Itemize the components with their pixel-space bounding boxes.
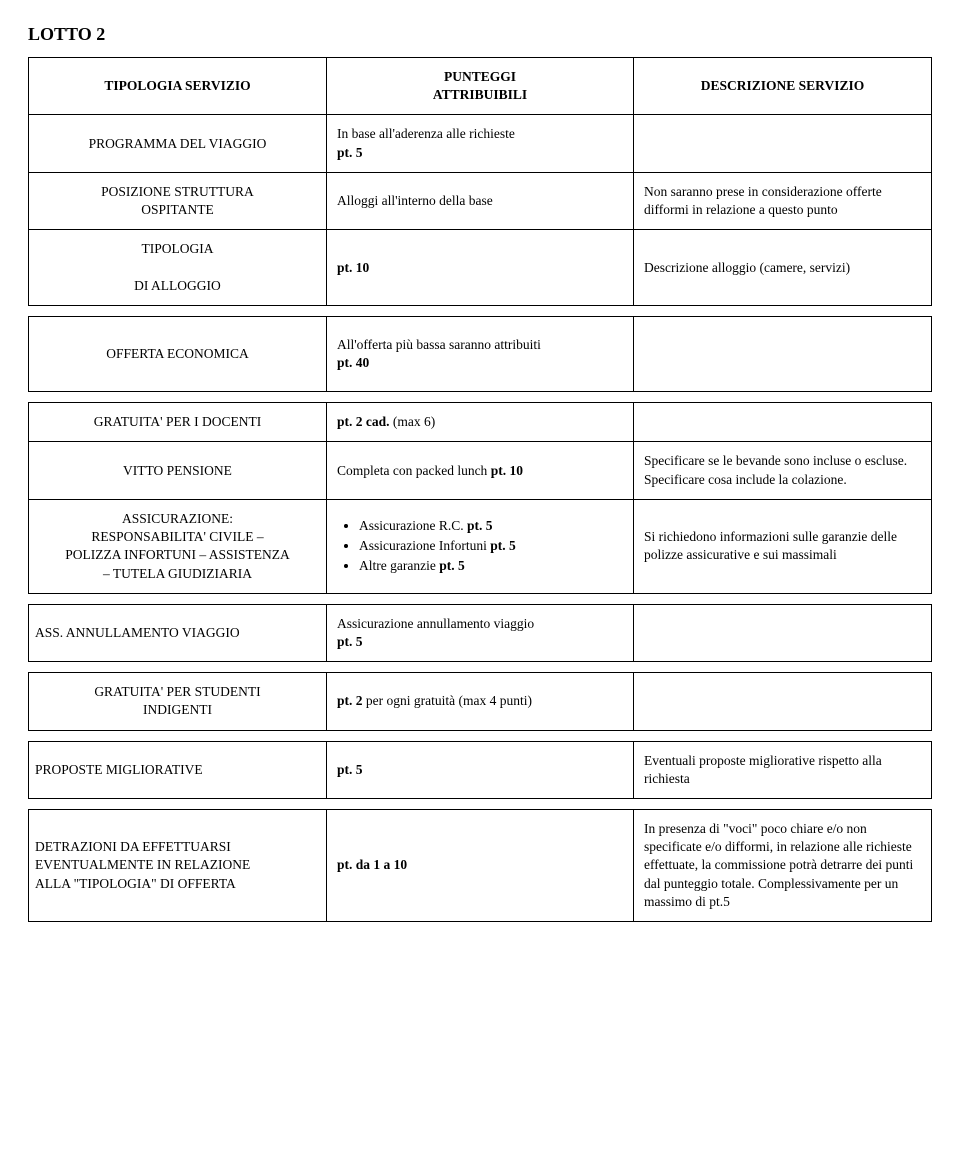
row-proposte-pts: pt. 5 [337, 762, 363, 777]
row-tipologia-l2: DI ALLOGGIO [134, 278, 221, 293]
row-vitto-label: VITTO PENSIONE [29, 442, 327, 499]
hdr-descrizione: DESCRIZIONE SERVIZIO [634, 58, 932, 115]
row-detrazioni-pts: pt. da 1 a 10 [337, 857, 407, 872]
row-posizione-l1: POSIZIONE STRUTTURA [101, 184, 254, 199]
row-annull-pts: pt. 5 [337, 634, 363, 649]
hdr-punteggi: PUNTEGGI ATTRIBUIBILI [326, 58, 633, 115]
row-programma-label: PROGRAMMA DEL VIAGGIO [29, 115, 327, 172]
row-gratstud-l1: GRATUITA' PER STUDENTI [94, 684, 260, 699]
hdr-tipologia: TIPOLOGIA SERVIZIO [29, 58, 327, 115]
row-tipologia-label: TIPOLOGIA DI ALLOGGIO [29, 230, 327, 306]
row-detrazioni-l2: EVENTUALMENTE IN RELAZIONE [35, 857, 250, 872]
row-assic-b1-text: Assicurazione R.C. [359, 518, 467, 533]
table-header-row: TIPOLOGIA SERVIZIO PUNTEGGI ATTRIBUIBILI… [29, 58, 932, 115]
row-vitto-desc: Specificare se le bevande sono incluse o… [634, 442, 932, 499]
row-assic-desc: Si richiedono informazioni sulle garanzi… [634, 499, 932, 593]
row-proposte-punteggi: pt. 5 [326, 741, 633, 798]
hdr-punteggi-l1: PUNTEGGI [444, 69, 516, 84]
row-proposte-desc: Eventuali proposte migliorative rispetto… [634, 741, 932, 798]
row-posizione-label: POSIZIONE STRUTTURA OSPITANTE [29, 172, 327, 229]
row-assic-bullet3: Altre garanzie pt. 5 [359, 557, 623, 575]
table-gratstud: GRATUITA' PER STUDENTI INDIGENTI pt. 2 p… [28, 672, 932, 730]
row-gratstud-suffix: per ogni gratuità (max 4 punti) [363, 693, 532, 708]
row-tipologia-pts: pt. 10 [337, 260, 369, 275]
row-programma-punteggi: In base all'aderenza alle richieste pt. … [326, 115, 633, 172]
row-offerta-text: All'offerta più bassa saranno attribuiti [337, 337, 541, 352]
row-assic-label: ASSICURAZIONE: RESPONSABILITA' CIVILE – … [29, 499, 327, 593]
row-vitto-punteggi: Completa con packed lunch pt. 10 [326, 442, 633, 499]
table-row: ASSICURAZIONE: RESPONSABILITA' CIVILE – … [29, 499, 932, 593]
row-assic-l1: ASSICURAZIONE: [122, 511, 233, 526]
row-programma-desc [634, 115, 932, 172]
row-gratdoc-label: GRATUITA' PER I DOCENTI [29, 403, 327, 442]
row-tipologia-l1: TIPOLOGIA [141, 241, 213, 256]
row-offerta-punteggi: All'offerta più bassa saranno attribuiti… [326, 316, 633, 391]
table-row: PROGRAMMA DEL VIAGGIO In base all'aderen… [29, 115, 932, 172]
table-row: PROPOSTE MIGLIORATIVE pt. 5 Eventuali pr… [29, 741, 932, 798]
row-posizione-desc: Non saranno prese in considerazione offe… [634, 172, 932, 229]
table-block3: GRATUITA' PER I DOCENTI pt. 2 cad. (max … [28, 402, 932, 594]
table-detrazioni: DETRAZIONI DA EFFETTUARSI EVENTUALMENTE … [28, 809, 932, 922]
row-gratdoc-punteggi: pt. 2 cad. (max 6) [326, 403, 633, 442]
row-gratdoc-suffix: (max 6) [390, 414, 436, 429]
row-offerta-label: OFFERTA ECONOMICA [29, 316, 327, 391]
row-programma-text: In base all'aderenza alle richieste [337, 126, 515, 141]
row-proposte-label: PROPOSTE MIGLIORATIVE [29, 741, 327, 798]
table-row: OFFERTA ECONOMICA All'offerta più bassa … [29, 316, 932, 391]
row-gratstud-desc [634, 673, 932, 730]
row-assic-l4: – TUTELA GIUDIZIARIA [103, 566, 252, 581]
row-assic-b1-pts: pt. 5 [467, 518, 493, 533]
row-assic-punteggi: Assicurazione R.C. pt. 5 Assicurazione I… [326, 499, 633, 593]
row-detrazioni-desc: In presenza di "voci" poco chiare e/o no… [634, 810, 932, 922]
table-row: ASS. ANNULLAMENTO VIAGGIO Assicurazione … [29, 604, 932, 661]
table-row: VITTO PENSIONE Completa con packed lunch… [29, 442, 932, 499]
row-assic-b2-pts: pt. 5 [490, 538, 516, 553]
row-vitto-pts: pt. 10 [491, 463, 523, 478]
table-row: POSIZIONE STRUTTURA OSPITANTE Alloggi al… [29, 172, 932, 229]
row-gratstud-pts: pt. 2 [337, 693, 363, 708]
row-tipologia-punteggi: pt. 10 [326, 230, 633, 306]
lotto-title: LOTTO 2 [28, 24, 932, 45]
row-tipologia-desc: Descrizione alloggio (camere, servizi) [634, 230, 932, 306]
row-assic-bullet2: Assicurazione Infortuni pt. 5 [359, 537, 623, 555]
row-annull-text: Assicurazione annullamento viaggio [337, 616, 534, 631]
table-row: TIPOLOGIA DI ALLOGGIO pt. 10 Descrizione… [29, 230, 932, 306]
row-annull-label: ASS. ANNULLAMENTO VIAGGIO [29, 604, 327, 661]
row-assic-b2-text: Assicurazione Infortuni [359, 538, 490, 553]
row-detrazioni-punteggi: pt. da 1 a 10 [326, 810, 633, 922]
row-posizione-l2: OSPITANTE [141, 202, 213, 217]
row-detrazioni-l1: DETRAZIONI DA EFFETTUARSI [35, 839, 231, 854]
row-detrazioni-label: DETRAZIONI DA EFFETTUARSI EVENTUALMENTE … [29, 810, 327, 922]
row-annull-desc [634, 604, 932, 661]
row-programma-pts: pt. 5 [337, 145, 363, 160]
row-posizione-punteggi: Alloggi all'interno della base [326, 172, 633, 229]
row-offerta-pts: pt. 40 [337, 355, 369, 370]
row-gratstud-label: GRATUITA' PER STUDENTI INDIGENTI [29, 673, 327, 730]
row-vitto-prefix: Completa con packed lunch [337, 463, 491, 478]
row-assic-bullet1: Assicurazione R.C. pt. 5 [359, 517, 623, 535]
table-row: GRATUITA' PER STUDENTI INDIGENTI pt. 2 p… [29, 673, 932, 730]
row-gratstud-punteggi: pt. 2 per ogni gratuità (max 4 punti) [326, 673, 633, 730]
row-assic-b3-pts: pt. 5 [439, 558, 465, 573]
table-offerta: OFFERTA ECONOMICA All'offerta più bassa … [28, 316, 932, 392]
row-offerta-desc [634, 316, 932, 391]
table-main-1: TIPOLOGIA SERVIZIO PUNTEGGI ATTRIBUIBILI… [28, 57, 932, 306]
hdr-punteggi-l2: ATTRIBUIBILI [433, 87, 527, 102]
row-assic-l3: POLIZZA INFORTUNI – ASSISTENZA [65, 547, 290, 562]
row-annull-punteggi: Assicurazione annullamento viaggio pt. 5 [326, 604, 633, 661]
table-annull: ASS. ANNULLAMENTO VIAGGIO Assicurazione … [28, 604, 932, 662]
table-row: GRATUITA' PER I DOCENTI pt. 2 cad. (max … [29, 403, 932, 442]
row-gratdoc-desc [634, 403, 932, 442]
row-assic-b3-text: Altre garanzie [359, 558, 439, 573]
table-proposte: PROPOSTE MIGLIORATIVE pt. 5 Eventuali pr… [28, 741, 932, 799]
row-gratdoc-pts: pt. 2 cad. [337, 414, 390, 429]
row-assic-l2: RESPONSABILITA' CIVILE – [91, 529, 263, 544]
row-detrazioni-l3: ALLA "TIPOLOGIA" DI OFFERTA [35, 876, 236, 891]
table-row: DETRAZIONI DA EFFETTUARSI EVENTUALMENTE … [29, 810, 932, 922]
row-gratstud-l2: INDIGENTI [143, 702, 212, 717]
